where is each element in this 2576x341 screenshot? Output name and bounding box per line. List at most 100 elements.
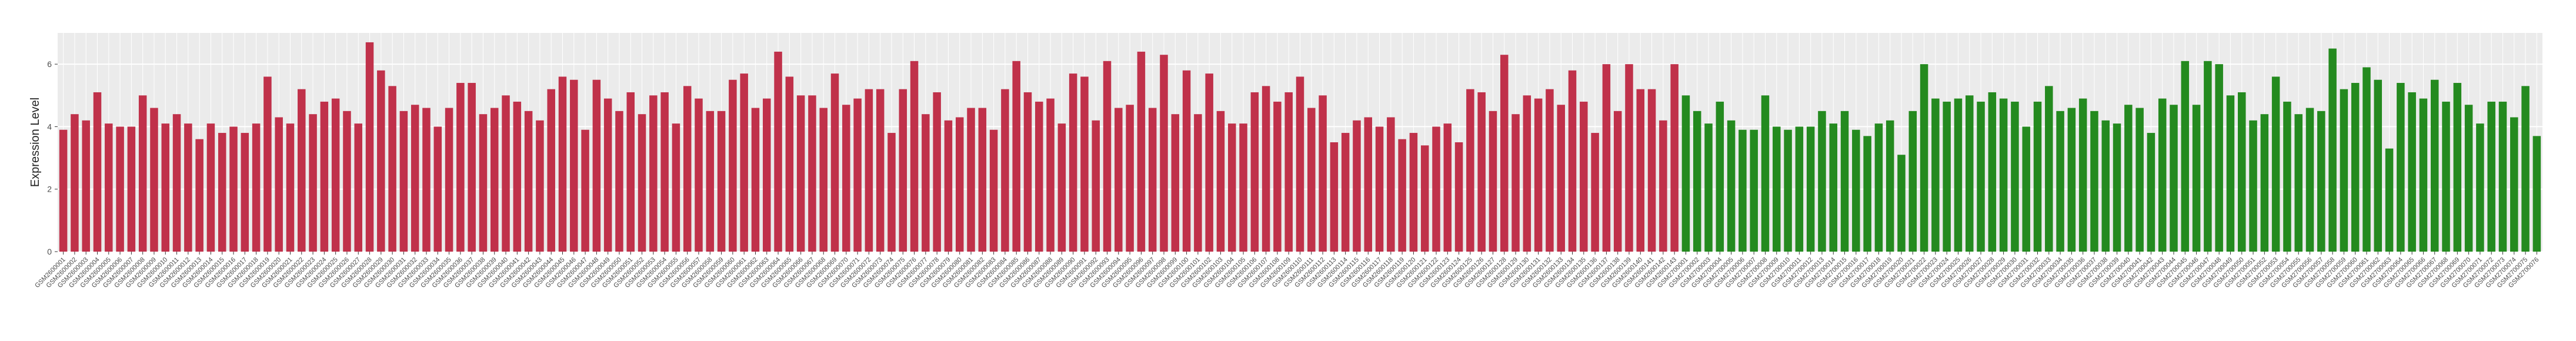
bar: [785, 76, 794, 252]
bar: [1319, 95, 1327, 252]
bar: [468, 83, 476, 252]
bar: [1988, 92, 1997, 252]
bar: [547, 89, 555, 252]
bar: [592, 79, 601, 252]
bar: [1625, 64, 1633, 252]
bar: [1057, 123, 1066, 252]
bar: [1920, 64, 1928, 252]
bar: [1704, 123, 1713, 252]
bar: [1227, 123, 1236, 252]
y-axis-label: Expression Level: [29, 98, 42, 187]
bar: [581, 129, 589, 252]
bar: [2476, 123, 2484, 252]
bar: [1829, 123, 1837, 252]
bar: [887, 133, 896, 252]
bar: [978, 108, 987, 252]
bar: [388, 86, 396, 252]
bar: [1330, 142, 1339, 252]
bar: [1273, 101, 1282, 252]
bar: [286, 123, 295, 252]
bar: [2192, 105, 2201, 252]
bar: [241, 133, 249, 252]
bar: [1500, 55, 1509, 252]
bar: [1659, 120, 1667, 252]
bar: [275, 117, 283, 252]
bar: [1977, 101, 1985, 252]
bar: [2271, 76, 2280, 252]
bar: [808, 95, 816, 252]
bar: [479, 114, 488, 252]
bar: [150, 108, 158, 252]
bar: [967, 108, 975, 252]
bar: [2101, 120, 2110, 252]
bar: [1137, 51, 1146, 252]
bar: [365, 42, 374, 252]
bar: [354, 123, 362, 252]
bar: [1523, 95, 1531, 252]
bar: [2453, 83, 2462, 252]
bar: [1115, 108, 1123, 252]
bar: [2147, 133, 2155, 252]
bar: [1773, 126, 1781, 252]
bar: [1568, 70, 1577, 252]
bar: [309, 114, 317, 252]
bar: [456, 83, 465, 252]
bar: [1103, 61, 1112, 252]
bar: [2135, 108, 2144, 252]
bar: [1750, 129, 1758, 252]
bar: [2078, 98, 2087, 252]
bar: [1307, 108, 1316, 252]
bar: [229, 126, 238, 252]
bar: [1954, 98, 1963, 252]
bar: [127, 126, 136, 252]
bar: [2260, 114, 2269, 252]
bar: [513, 101, 522, 252]
bar: [320, 101, 329, 252]
bar: [1863, 136, 1871, 252]
bar: [71, 114, 79, 252]
bar: [116, 126, 124, 252]
bar: [1636, 89, 1645, 252]
bar: [343, 111, 351, 252]
bar: [1069, 73, 1077, 252]
bar: [502, 95, 510, 252]
bar: [1182, 70, 1191, 252]
bar: [252, 123, 261, 252]
bar: [445, 108, 453, 252]
bar: [1874, 123, 1883, 252]
bar: [1908, 111, 1917, 252]
bar: [1284, 92, 1293, 252]
bar: [1046, 98, 1055, 252]
bar: [1387, 117, 1395, 252]
bar: [796, 95, 805, 252]
bar: [570, 79, 578, 252]
bar: [1080, 76, 1089, 252]
bar: [1353, 120, 1361, 252]
bar: [1511, 114, 1520, 252]
bar: [377, 70, 385, 252]
bar: [1477, 92, 1486, 252]
bar: [1296, 76, 1304, 252]
bar: [161, 123, 170, 252]
bar: [1420, 145, 1429, 252]
bar: [638, 114, 646, 252]
bar: [1591, 133, 1599, 252]
bar: [615, 111, 623, 252]
bar: [2056, 111, 2064, 252]
bar: [1852, 129, 1860, 252]
bar: [195, 139, 203, 252]
bar: [2442, 101, 2450, 252]
bar: [1194, 114, 1202, 252]
bar: [2430, 79, 2439, 252]
bar: [876, 89, 885, 252]
bar: [865, 89, 873, 252]
bar: [1784, 129, 1792, 252]
bar: [1613, 111, 1622, 252]
bar: [433, 126, 442, 252]
bar: [1454, 142, 1463, 252]
bar: [672, 123, 680, 252]
bar: [1840, 111, 1849, 252]
bar: [1262, 86, 1270, 252]
bar: [2181, 61, 2190, 252]
bar: [172, 114, 181, 252]
